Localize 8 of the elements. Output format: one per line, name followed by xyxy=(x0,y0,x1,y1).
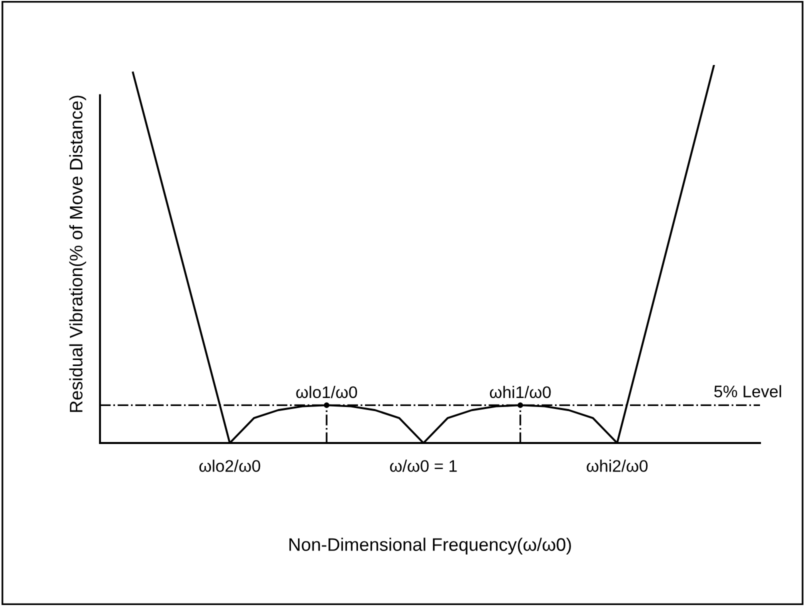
ref-line-label: 5% Level xyxy=(714,385,782,398)
annotation: ωhi1/ω0 xyxy=(490,386,551,398)
x-tick-label: ωlo2/ω0 xyxy=(199,460,260,472)
x-tick-label: ω/ω0 = 1 xyxy=(390,460,457,472)
x-axis-title: Non-Dimensional Frequency(ω/ω0) xyxy=(289,538,571,555)
x-tick-label: ωhi2/ω0 xyxy=(586,460,648,472)
annotation: ωlo1/ω0 xyxy=(296,386,358,398)
y-axis-title: Residual Vibration(% of Move Distance) xyxy=(69,96,86,412)
